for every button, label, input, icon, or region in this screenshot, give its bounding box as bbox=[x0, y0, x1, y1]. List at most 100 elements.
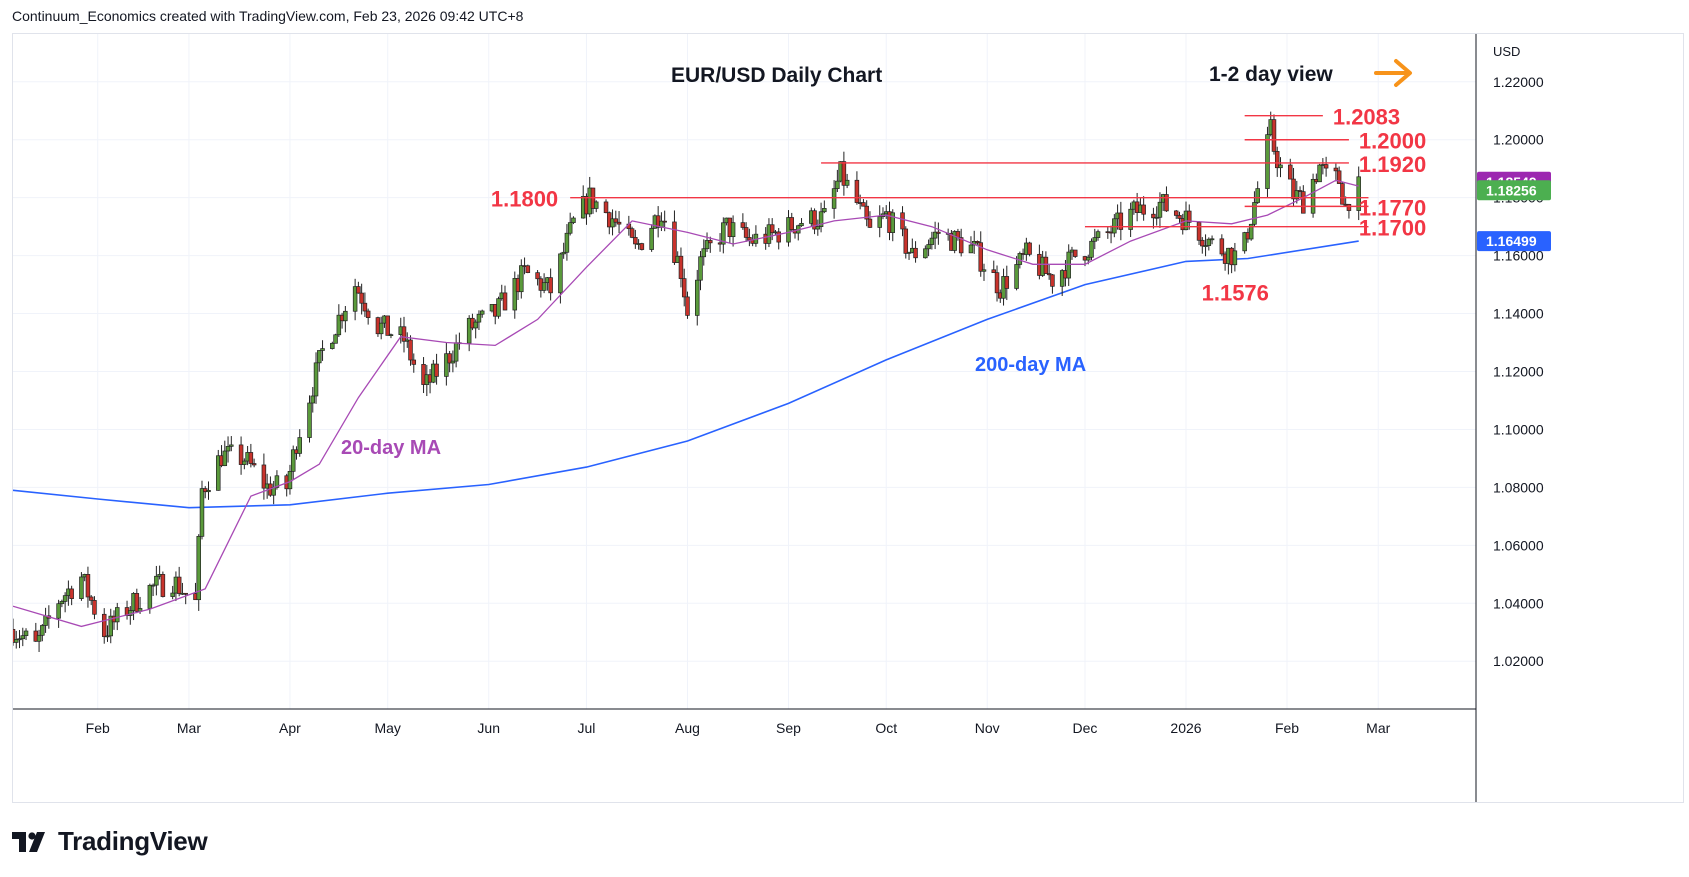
candle-body bbox=[1151, 213, 1156, 219]
candle-body bbox=[593, 201, 599, 209]
candle-body bbox=[1173, 210, 1179, 216]
candle-body bbox=[473, 321, 478, 329]
candle-body bbox=[571, 217, 576, 223]
candle bbox=[1118, 201, 1124, 241]
candle bbox=[593, 200, 599, 213]
candle bbox=[639, 242, 645, 251]
candle-body bbox=[1271, 119, 1277, 152]
candle bbox=[14, 630, 19, 649]
candle bbox=[1128, 202, 1133, 238]
candle-body bbox=[216, 455, 221, 491]
candle bbox=[610, 209, 615, 236]
candle-body bbox=[672, 221, 677, 263]
candle-body bbox=[610, 218, 615, 228]
candle-body bbox=[1154, 216, 1159, 219]
candle-body bbox=[1050, 274, 1055, 287]
candle-body bbox=[1310, 178, 1316, 214]
candle-body bbox=[564, 232, 570, 253]
candle bbox=[356, 281, 361, 294]
candle bbox=[936, 222, 941, 245]
candle-body bbox=[981, 269, 987, 272]
candle bbox=[730, 215, 736, 247]
candle-body bbox=[698, 256, 703, 281]
candle bbox=[519, 259, 524, 299]
low-label: 1.1576 bbox=[1202, 281, 1269, 306]
candle-body bbox=[336, 314, 342, 336]
candle-body bbox=[1248, 223, 1254, 240]
candle-body bbox=[721, 222, 726, 245]
candle-body bbox=[678, 255, 684, 279]
candle bbox=[864, 200, 869, 227]
candle-body bbox=[629, 228, 635, 238]
candle bbox=[929, 231, 935, 250]
candle bbox=[525, 264, 531, 274]
candle-body bbox=[183, 592, 188, 595]
candle bbox=[877, 205, 882, 238]
candle-body bbox=[154, 575, 159, 586]
candle-body bbox=[317, 350, 322, 364]
candle-body bbox=[79, 576, 84, 599]
price-badge-bg bbox=[1477, 180, 1551, 201]
level-label: 1.1770 bbox=[1359, 195, 1426, 220]
candle bbox=[1154, 206, 1159, 226]
candle-body bbox=[388, 334, 394, 336]
candle-body bbox=[769, 224, 775, 234]
candle bbox=[789, 212, 794, 232]
candle-body bbox=[616, 221, 622, 225]
candle-body bbox=[147, 584, 153, 609]
candle-body bbox=[222, 450, 228, 467]
candle-body bbox=[310, 395, 316, 404]
candle-body bbox=[297, 437, 302, 454]
candle bbox=[479, 309, 485, 318]
candle-body bbox=[766, 224, 772, 244]
candle-body bbox=[1200, 239, 1205, 247]
price-badge-text: 1.18256 bbox=[1486, 182, 1537, 198]
candle-body bbox=[248, 452, 254, 464]
chart-caption: Continuum_Economics created with Trading… bbox=[12, 8, 524, 24]
candle-body bbox=[994, 272, 1000, 294]
candle-body bbox=[251, 463, 257, 466]
candle bbox=[473, 319, 478, 339]
candle bbox=[1340, 182, 1345, 205]
candle-body bbox=[359, 292, 364, 304]
candle bbox=[1301, 185, 1306, 214]
candle bbox=[1291, 167, 1296, 207]
candle bbox=[115, 602, 120, 631]
candle bbox=[704, 232, 710, 253]
candle bbox=[701, 239, 707, 266]
candle bbox=[378, 316, 384, 340]
chart-frame[interactable]: 1.2083 1.2000 1.1920 1.1800 1.1770 1.1700 1.15… bbox=[12, 33, 1684, 803]
candle-body bbox=[649, 227, 654, 250]
candle-body bbox=[1340, 183, 1345, 205]
candle-body bbox=[434, 363, 439, 377]
candle-body bbox=[1014, 264, 1019, 289]
candle-body bbox=[975, 241, 980, 244]
candle bbox=[926, 239, 931, 257]
x-tick-label: Oct bbox=[875, 720, 897, 736]
candle bbox=[603, 199, 609, 214]
candle bbox=[23, 628, 29, 641]
candle-body bbox=[1043, 256, 1049, 274]
candle bbox=[900, 206, 905, 237]
price-badge-text: 1.16499 bbox=[1486, 233, 1537, 249]
tradingview-logo[interactable]: TradingView bbox=[12, 826, 208, 857]
candle-body bbox=[1089, 240, 1094, 258]
candle bbox=[206, 481, 211, 500]
candle bbox=[352, 278, 358, 321]
candle bbox=[251, 458, 257, 468]
candle bbox=[1004, 265, 1010, 301]
candle-body bbox=[196, 535, 201, 601]
candle bbox=[1288, 158, 1293, 180]
candle-body bbox=[274, 475, 280, 488]
candle bbox=[154, 565, 159, 596]
candle-body bbox=[695, 279, 700, 316]
candle bbox=[994, 265, 1000, 302]
candle bbox=[170, 585, 175, 600]
candle bbox=[1187, 204, 1192, 230]
candle bbox=[844, 173, 850, 189]
candle-body bbox=[548, 277, 553, 294]
candle-body bbox=[929, 237, 935, 245]
candle bbox=[13, 618, 16, 646]
candle bbox=[1255, 181, 1260, 204]
